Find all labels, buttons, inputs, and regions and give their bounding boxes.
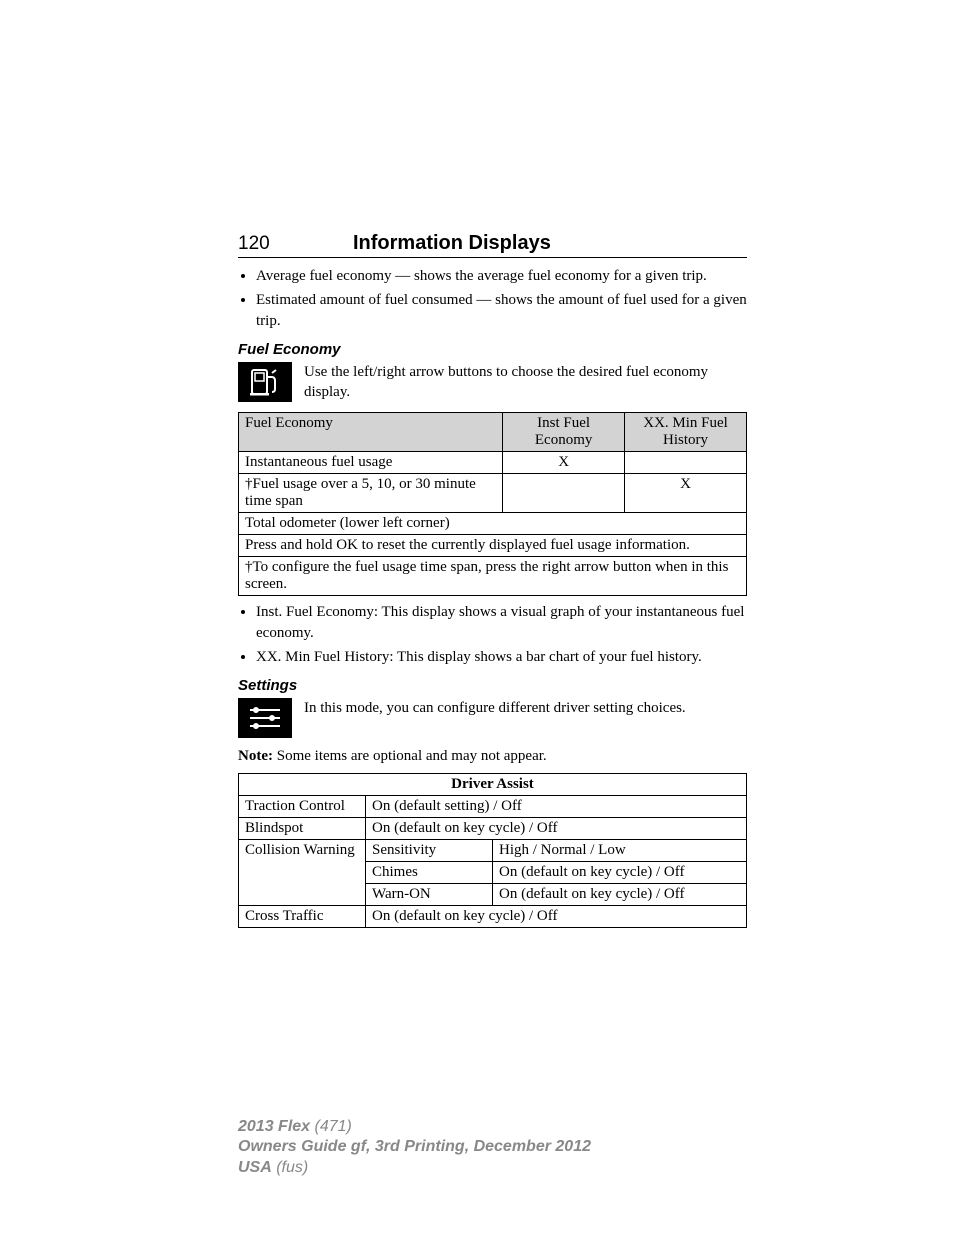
list-item: Estimated amount of fuel consumed — show…: [256, 290, 747, 331]
fuel-pump-icon: [238, 362, 292, 402]
page-footer: 2013 Flex (471) Owners Guide gf, 3rd Pri…: [238, 1117, 591, 1179]
footer-model: 2013 Flex: [238, 1118, 310, 1135]
table-cell: †To configure the fuel usage time span, …: [239, 557, 747, 596]
table-cell: Sensitivity: [366, 840, 493, 862]
page-number: 120: [238, 233, 353, 255]
table-row: Blindspot On (default on key cycle) / Of…: [239, 818, 747, 840]
note-text: Some items are optional and may not appe…: [273, 748, 547, 764]
footer-line-2: Owners Guide gf, 3rd Printing, December …: [238, 1137, 591, 1158]
table-row: Traction Control On (default setting) / …: [239, 796, 747, 818]
intro-bullet-list: Average fuel economy — shows the average…: [238, 266, 747, 331]
settings-description: In this mode, you can configure differen…: [304, 698, 747, 718]
table-row: †To configure the fuel usage time span, …: [239, 557, 747, 596]
table-row: †Fuel usage over a 5, 10, or 30 minute t…: [239, 474, 747, 513]
table-cell: On (default on key cycle) / Off: [366, 906, 747, 928]
table-cell: [503, 474, 625, 513]
footer-region: USA: [238, 1159, 272, 1176]
table-cell: Chimes: [366, 862, 493, 884]
table-cell: Warn-ON: [366, 884, 493, 906]
list-item: XX. Min Fuel History: This display shows…: [256, 647, 747, 667]
fuel-economy-after-list: Inst. Fuel Economy: This display shows a…: [238, 602, 747, 667]
table-cell: On (default on key cycle) / Off: [493, 862, 747, 884]
table-cell: Instantaneous fuel usage: [239, 452, 503, 474]
fuel-economy-table: Fuel Economy Inst Fuel Economy XX. Min F…: [238, 412, 747, 596]
table-cell: †Fuel usage over a 5, 10, or 30 minute t…: [239, 474, 503, 513]
table-row: Press and hold OK to reset the currently…: [239, 535, 747, 557]
footer-line-1: 2013 Flex (471): [238, 1117, 591, 1138]
table-cell: On (default setting) / Off: [366, 796, 747, 818]
table-cell: Traction Control: [239, 796, 366, 818]
table-row: Total odometer (lower left corner): [239, 513, 747, 535]
table-header: Fuel Economy: [239, 413, 503, 452]
table-header: Inst Fuel Economy: [503, 413, 625, 452]
footer-model-code: (471): [310, 1118, 352, 1135]
table-cell: X: [625, 474, 747, 513]
page-title: Information Displays: [353, 232, 551, 255]
fuel-economy-heading: Fuel Economy: [238, 341, 747, 358]
table-cell: Press and hold OK to reset the currently…: [239, 535, 747, 557]
page-content: 120 Information Displays Average fuel ec…: [0, 0, 954, 928]
table-cell: On (default on key cycle) / Off: [493, 884, 747, 906]
table-cell: Total odometer (lower left corner): [239, 513, 747, 535]
note-label: Note:: [238, 748, 273, 764]
table-cell: Cross Traffic: [239, 906, 366, 928]
fuel-economy-icon-row: Use the left/right arrow buttons to choo…: [238, 362, 747, 403]
fuel-economy-description: Use the left/right arrow buttons to choo…: [304, 362, 747, 403]
list-item: Average fuel economy — shows the average…: [256, 266, 747, 286]
table-cell: High / Normal / Low: [493, 840, 747, 862]
footer-line-3: USA (fus): [238, 1158, 591, 1179]
table-cell: X: [503, 452, 625, 474]
table-cell: [625, 452, 747, 474]
list-item: Inst. Fuel Economy: This display shows a…: [256, 602, 747, 643]
footer-region-code: (fus): [272, 1159, 308, 1176]
table-row: Cross Traffic On (default on key cycle) …: [239, 906, 747, 928]
settings-sliders-icon: [238, 698, 292, 738]
settings-icon-row: In this mode, you can configure differen…: [238, 698, 747, 738]
table-header: XX. Min Fuel History: [625, 413, 747, 452]
settings-heading: Settings: [238, 677, 747, 694]
table-row: Instantaneous fuel usage X: [239, 452, 747, 474]
settings-note: Note: Some items are optional and may no…: [238, 748, 747, 765]
table-cell: Collision Warning: [239, 840, 366, 906]
table-cell: On (default on key cycle) / Off: [366, 818, 747, 840]
page-header: 120 Information Displays: [238, 232, 747, 258]
table-row: Collision Warning Sensitivity High / Nor…: [239, 840, 747, 862]
table-cell: Blindspot: [239, 818, 366, 840]
table-title: Driver Assist: [239, 774, 747, 796]
driver-assist-table: Driver Assist Traction Control On (defau…: [238, 773, 747, 928]
